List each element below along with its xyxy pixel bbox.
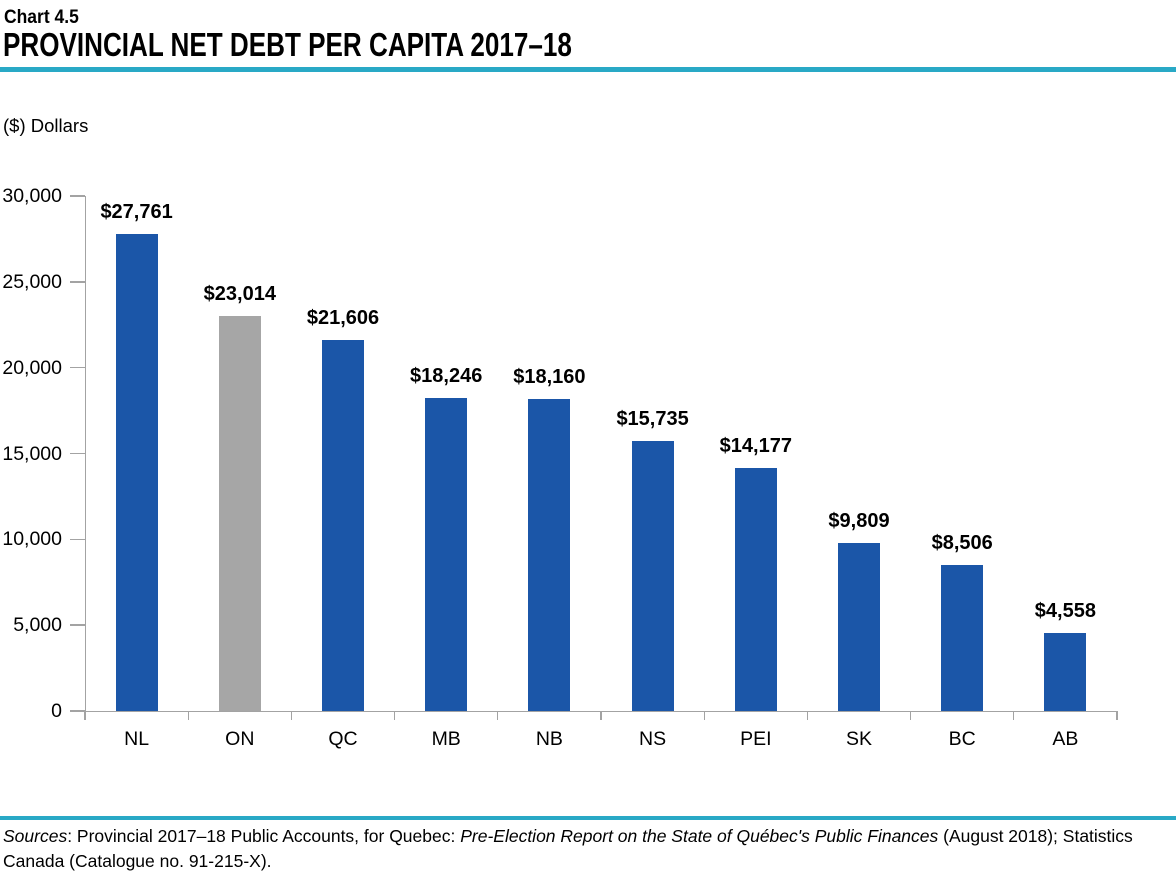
bar-sk — [838, 542, 880, 711]
y-axis-tick — [70, 281, 85, 283]
x-axis-tick — [497, 711, 499, 720]
bar-bc — [941, 564, 984, 711]
y-axis-tick — [70, 366, 85, 369]
bar-value-label-bc: $8,506 — [931, 531, 993, 554]
y-axis-tick — [70, 624, 85, 626]
y-axis-tick-label: 10,000 — [2, 528, 62, 551]
x-axis-tick — [600, 711, 602, 720]
x-category-label-nl: NL — [124, 728, 150, 750]
source-note-italic-segment: Sources — [3, 826, 68, 846]
bar-value-label-sk: $9,809 — [828, 509, 890, 532]
x-category-label-nb: NB — [535, 728, 563, 750]
bar-ns — [631, 440, 674, 711]
x-category-label-ab: AB — [1052, 728, 1079, 750]
x-axis-tick — [806, 711, 809, 720]
bar-ab — [1044, 632, 1087, 711]
page-title: PROVINCIAL NET DEBT PER CAPITA 2017–18 — [3, 26, 572, 63]
x-axis-tick — [1013, 711, 1015, 720]
bar-value-label-ns: $15,735 — [616, 407, 689, 430]
bar-value-label-on: $23,014 — [203, 282, 276, 305]
chart-number: Chart 4.5 — [4, 7, 79, 28]
x-axis-tick — [84, 711, 86, 720]
x-category-label-pei: PEI — [740, 728, 772, 750]
source-note-italic-segment: Pre-Election Report on the State of Québ… — [460, 826, 939, 846]
source-note: Sources: Provincial 2017–18 Public Accou… — [3, 824, 1163, 874]
x-category-label-mb: MB — [431, 728, 461, 750]
bar-value-label-nb: $18,160 — [513, 366, 586, 389]
x-axis-tick — [393, 711, 396, 720]
x-category-label-qc: QC — [328, 728, 358, 750]
source-note-segment: Canada (Catalogue no. 91-215-X). — [3, 851, 272, 871]
y-axis-tick-label: 30,000 — [2, 185, 62, 207]
x-axis-tick — [703, 711, 705, 720]
x-category-label-on: ON — [225, 728, 255, 750]
y-axis-tick-label: 0 — [51, 700, 62, 722]
x-axis-tick — [187, 711, 189, 720]
source-note-segment: : Provincial 2017–18 Public Accounts, fo… — [67, 826, 461, 846]
bar-value-label-ab: $4,558 — [1034, 599, 1096, 622]
y-axis-unit-label: ($) Dollars — [3, 115, 89, 136]
x-category-label-sk: SK — [845, 728, 872, 750]
bar-qc — [322, 340, 364, 711]
x-axis-tick — [909, 711, 912, 720]
bar-nl — [115, 234, 158, 711]
x-category-label-bc: BC — [948, 728, 976, 750]
bar-pei — [734, 467, 777, 711]
footer-divider-rule — [0, 816, 1176, 820]
x-axis-tick — [1116, 711, 1118, 720]
bar-mb — [425, 397, 468, 711]
y-axis-line — [85, 196, 87, 711]
net-debt-bar-chart: 0 5,000 10,000 15,000 20,000 25,000 30,000 $27,… — [2, 185, 1118, 750]
bar-value-label-nl: $27,761 — [100, 201, 173, 224]
bar-value-label-pei: $14,177 — [719, 434, 792, 457]
bar-nb — [528, 399, 571, 711]
y-axis-tick-label: 5,000 — [13, 614, 62, 637]
y-axis-tick — [70, 195, 85, 197]
y-axis-tick-label: 25,000 — [2, 270, 62, 293]
source-note-segment: (August 2018); Statistics — [938, 826, 1133, 846]
y-axis-tick — [70, 452, 85, 455]
bar-value-label-mb: $18,246 — [410, 364, 483, 387]
bar-on — [218, 315, 261, 711]
y-axis-tick — [70, 710, 85, 712]
y-axis-tick-label: 20,000 — [2, 356, 62, 379]
bar-value-label-qc: $21,606 — [306, 307, 380, 330]
x-axis-tick — [290, 711, 293, 720]
y-axis-tick — [70, 538, 85, 541]
y-axis-tick-label: 15,000 — [2, 442, 62, 465]
title-divider-rule — [0, 67, 1176, 72]
x-category-label-ns: NS — [639, 728, 667, 750]
